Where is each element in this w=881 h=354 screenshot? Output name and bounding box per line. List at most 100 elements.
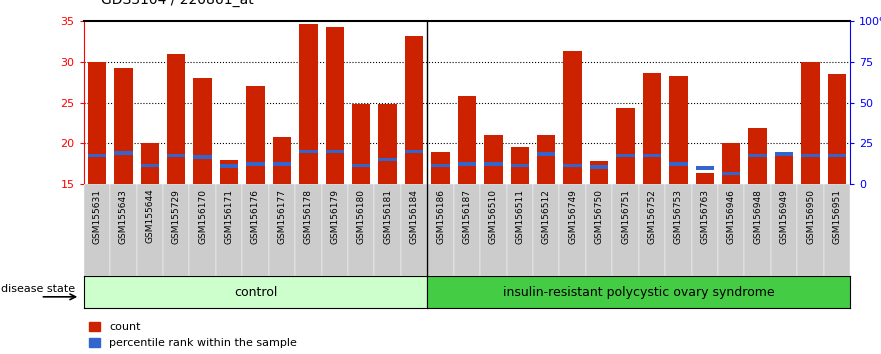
Text: GSM156179: GSM156179	[330, 189, 339, 244]
Text: GSM155643: GSM155643	[119, 189, 128, 244]
Bar	[669, 162, 687, 166]
Bar	[299, 150, 317, 153]
Text: insulin-resistant polycystic ovary syndrome: insulin-resistant polycystic ovary syndr…	[503, 286, 774, 298]
Bar	[612, 184, 639, 276]
Text: GSM156751: GSM156751	[621, 189, 630, 244]
Text: GSM156177: GSM156177	[278, 189, 286, 244]
Bar	[189, 184, 216, 276]
Bar	[454, 184, 480, 276]
Text: GSM156749: GSM156749	[568, 189, 577, 244]
Bar	[378, 104, 396, 184]
Bar	[163, 184, 189, 276]
Bar	[378, 158, 396, 161]
Text: GSM156181: GSM156181	[383, 189, 392, 244]
Bar	[87, 62, 106, 184]
Bar	[269, 184, 295, 276]
Bar	[193, 155, 211, 159]
Text: disease state: disease state	[1, 284, 75, 293]
Bar	[695, 166, 714, 170]
Bar	[774, 152, 793, 156]
Bar	[589, 161, 608, 184]
Bar	[348, 184, 374, 276]
Text: GSM156951: GSM156951	[833, 189, 841, 244]
Text: GSM156511: GSM156511	[515, 189, 524, 244]
Bar	[322, 184, 348, 276]
Bar	[616, 108, 634, 184]
Bar	[484, 162, 502, 166]
Bar	[537, 135, 555, 184]
Text: GSM156186: GSM156186	[436, 189, 445, 244]
Bar	[114, 151, 132, 155]
Bar	[216, 184, 242, 276]
Bar	[744, 184, 771, 276]
Bar	[246, 86, 264, 184]
Bar	[639, 184, 665, 276]
Bar	[669, 76, 687, 184]
Text: GSM156948: GSM156948	[753, 189, 762, 244]
Bar	[404, 150, 423, 153]
Bar	[401, 184, 427, 276]
Bar	[219, 160, 238, 184]
Bar	[246, 162, 264, 166]
Bar	[563, 164, 581, 167]
Text: GSM156946: GSM156946	[727, 189, 736, 244]
Text: GSM155644: GSM155644	[145, 189, 154, 244]
Text: GSM156949: GSM156949	[780, 189, 788, 244]
Bar	[559, 184, 586, 276]
Bar	[748, 128, 766, 184]
Bar	[692, 184, 718, 276]
Bar	[299, 24, 317, 184]
Text: control: control	[233, 286, 278, 298]
Bar	[563, 51, 581, 184]
Legend: count, percentile rank within the sample: count, percentile rank within the sample	[89, 322, 297, 348]
Bar	[801, 154, 819, 158]
Bar	[774, 154, 793, 184]
Text: GSM156510: GSM156510	[489, 189, 498, 244]
Bar	[797, 184, 824, 276]
Bar	[537, 152, 555, 156]
Bar	[718, 184, 744, 276]
Bar	[167, 54, 185, 184]
Bar	[586, 184, 612, 276]
Bar	[219, 164, 238, 168]
Bar	[272, 137, 291, 184]
Bar	[167, 154, 185, 158]
Text: GSM156750: GSM156750	[595, 189, 603, 244]
Text: GSM156187: GSM156187	[463, 189, 471, 244]
Bar	[140, 164, 159, 167]
Text: GSM156763: GSM156763	[700, 189, 709, 244]
Bar	[507, 184, 533, 276]
Text: GSM156171: GSM156171	[225, 189, 233, 244]
Bar	[427, 184, 454, 276]
Text: GSM155631: GSM155631	[93, 189, 101, 244]
Bar	[748, 154, 766, 158]
Bar	[110, 184, 137, 276]
Text: GSM155729: GSM155729	[172, 189, 181, 244]
Bar	[533, 184, 559, 276]
Text: GSM156176: GSM156176	[251, 189, 260, 244]
Bar	[458, 96, 476, 184]
Text: GSM156184: GSM156184	[410, 189, 418, 244]
Bar	[616, 154, 634, 158]
Bar	[484, 135, 502, 184]
Text: GSM156180: GSM156180	[357, 189, 366, 244]
Text: GSM156512: GSM156512	[542, 189, 551, 244]
Bar	[589, 165, 608, 169]
Bar	[326, 150, 344, 153]
Bar	[326, 27, 344, 184]
Bar	[352, 104, 370, 184]
Bar	[458, 162, 476, 166]
Bar	[114, 68, 132, 184]
Bar	[272, 162, 291, 166]
Bar	[722, 172, 740, 175]
Bar	[404, 36, 423, 184]
Bar	[193, 78, 211, 184]
Text: GSM156950: GSM156950	[806, 189, 815, 244]
Bar	[827, 154, 846, 158]
Bar	[87, 154, 106, 158]
Bar	[374, 184, 401, 276]
Bar	[242, 184, 269, 276]
Bar	[480, 184, 507, 276]
Bar	[642, 154, 661, 158]
Bar	[722, 143, 740, 184]
